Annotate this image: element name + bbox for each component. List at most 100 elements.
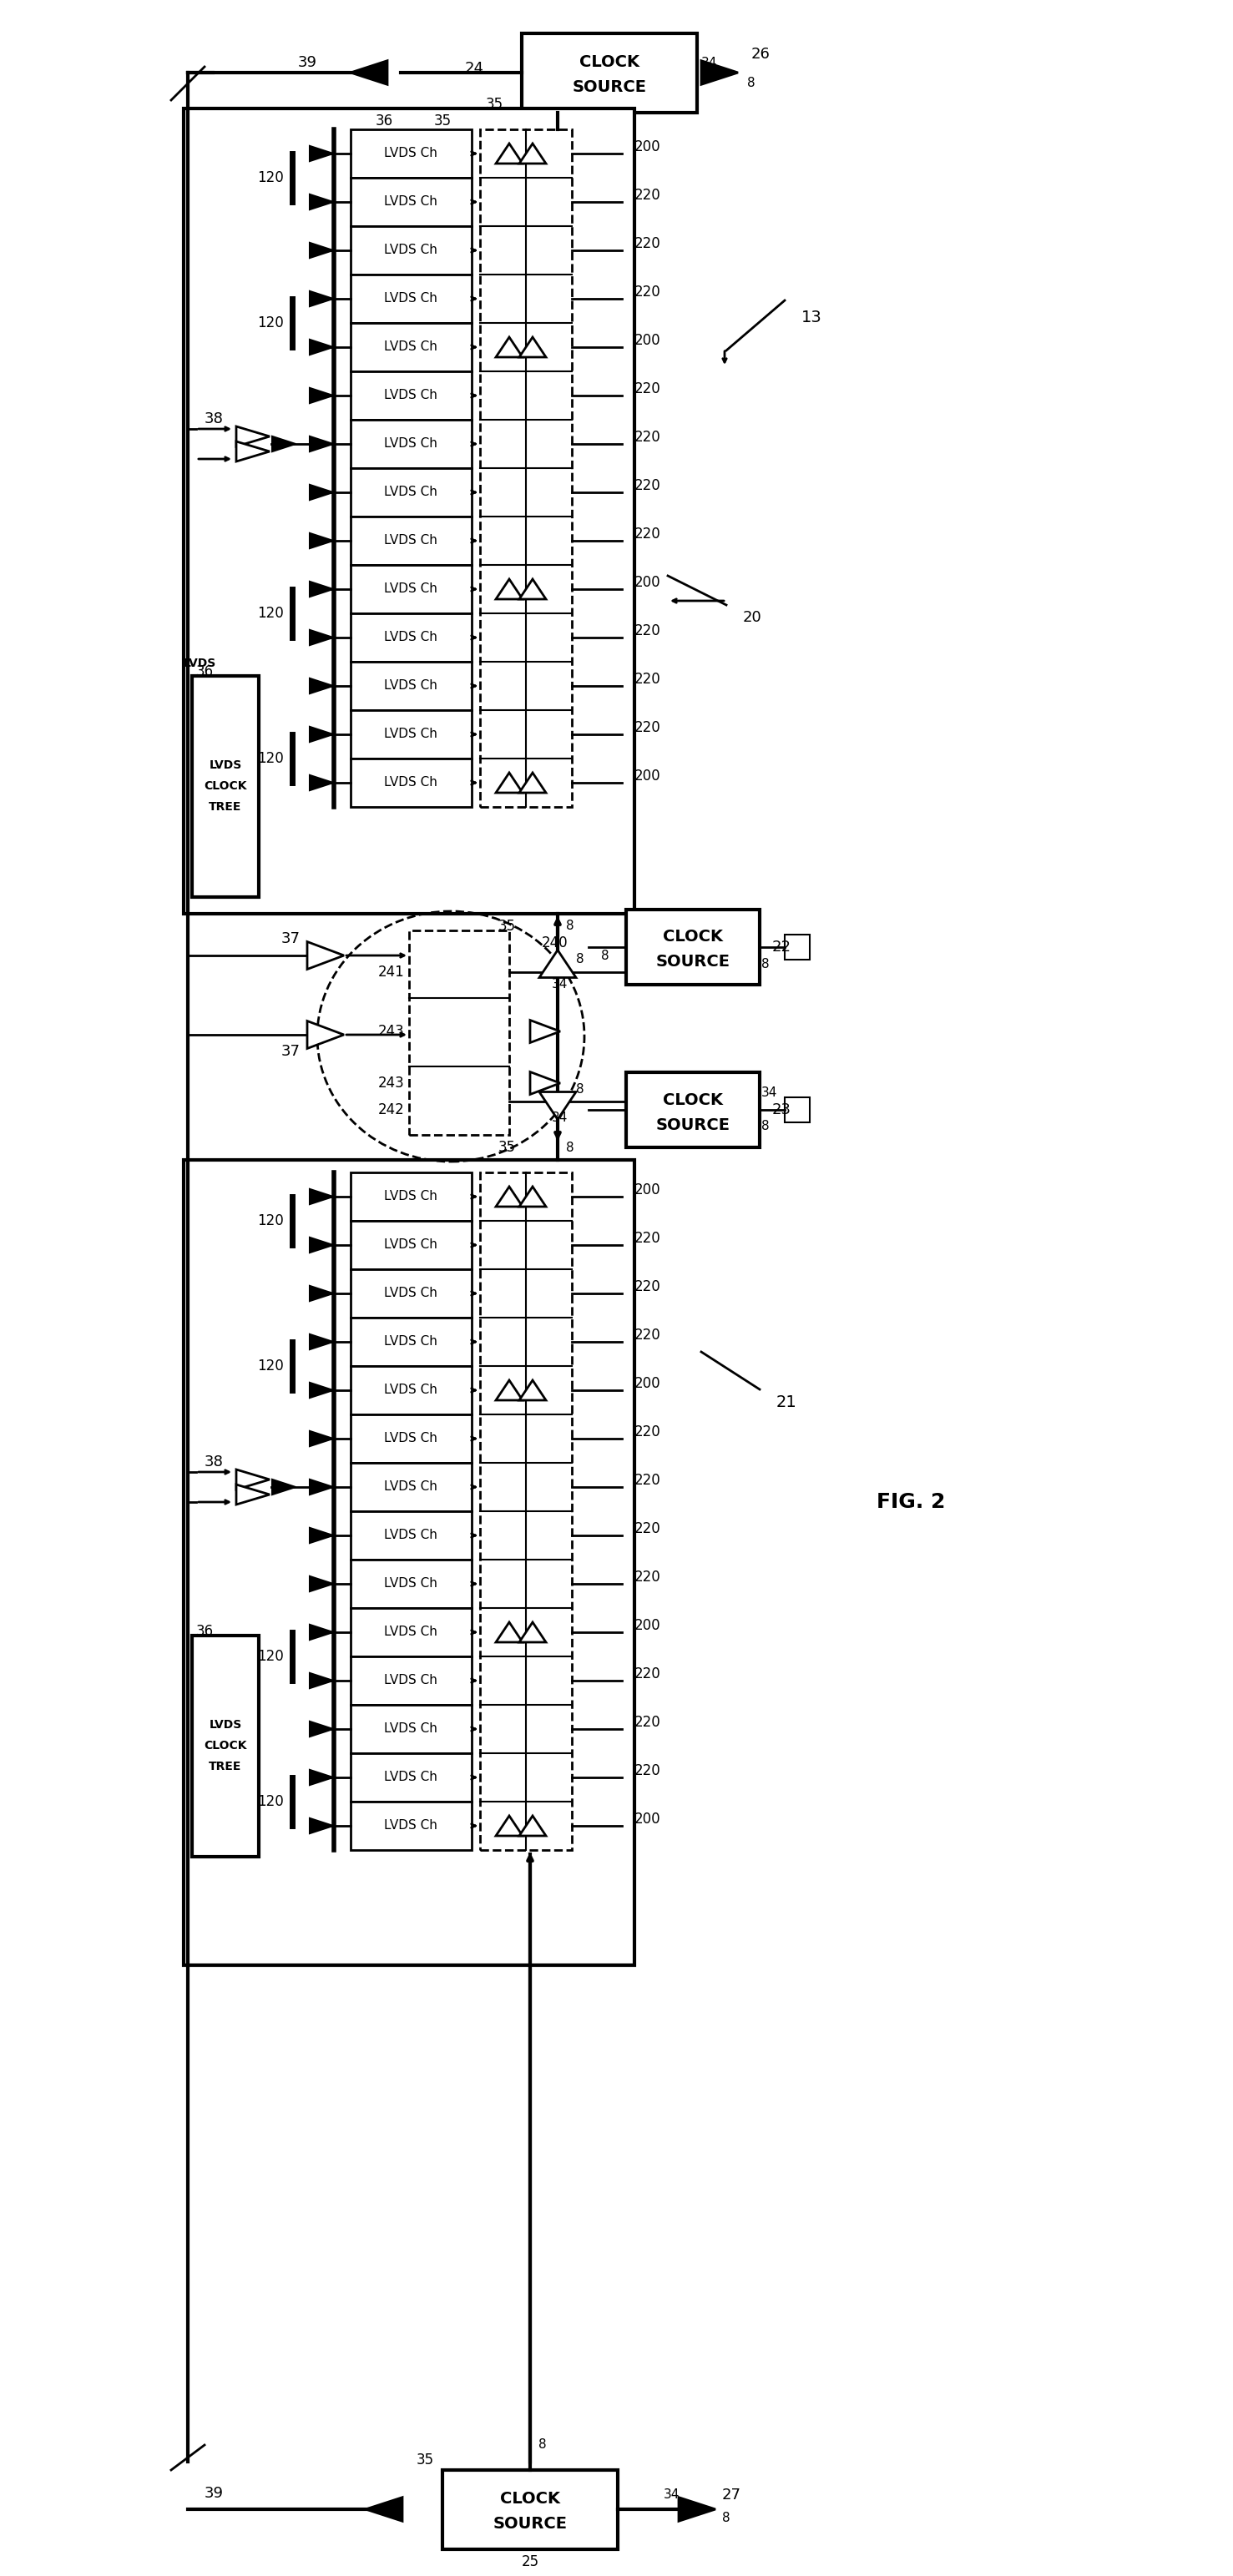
Polygon shape <box>309 1770 333 1785</box>
Polygon shape <box>539 951 576 976</box>
Polygon shape <box>309 631 333 644</box>
Text: 25: 25 <box>522 2555 539 2568</box>
Polygon shape <box>530 1072 560 1095</box>
Text: 220: 220 <box>635 526 661 541</box>
Text: 120: 120 <box>258 1649 284 1664</box>
Text: 220: 220 <box>635 672 661 688</box>
Bar <box>350 1512 472 1558</box>
Text: 220: 220 <box>635 1522 661 1535</box>
Bar <box>626 1072 760 1146</box>
Text: 37: 37 <box>281 933 301 945</box>
Text: LVDS Ch: LVDS Ch <box>383 1772 438 1783</box>
Polygon shape <box>237 428 270 446</box>
Polygon shape <box>309 340 333 355</box>
Text: SOURCE: SOURCE <box>656 1118 730 1133</box>
Text: 20: 20 <box>743 611 762 626</box>
Polygon shape <box>496 337 523 358</box>
Text: 35: 35 <box>498 920 515 933</box>
Text: 8: 8 <box>566 1141 575 1154</box>
Text: 220: 220 <box>635 1425 661 1440</box>
Text: LVDS: LVDS <box>210 760 242 770</box>
Text: 35: 35 <box>434 113 451 129</box>
Text: LVDS Ch: LVDS Ch <box>383 196 438 209</box>
Text: 35: 35 <box>486 98 503 111</box>
Text: 220: 220 <box>635 1569 661 1584</box>
Polygon shape <box>309 726 333 742</box>
Bar <box>350 711 472 757</box>
Text: 22: 22 <box>772 940 792 956</box>
Text: 220: 220 <box>635 1716 661 1731</box>
Polygon shape <box>309 242 333 258</box>
Bar <box>480 129 572 806</box>
Text: 8: 8 <box>602 948 609 961</box>
Text: 36: 36 <box>196 665 213 680</box>
Bar <box>350 1316 472 1365</box>
Bar <box>350 1754 472 1801</box>
Text: TREE: TREE <box>208 801 242 814</box>
Text: 38: 38 <box>205 1455 223 1468</box>
Text: 26: 26 <box>751 46 771 62</box>
Text: FIG. 2: FIG. 2 <box>877 1492 946 1512</box>
Bar <box>350 1705 472 1754</box>
Text: 38: 38 <box>205 412 223 428</box>
Polygon shape <box>519 1623 546 1643</box>
Text: 8: 8 <box>566 920 575 933</box>
Polygon shape <box>272 435 296 451</box>
Text: LVDS Ch: LVDS Ch <box>383 389 438 402</box>
Polygon shape <box>366 2496 402 2522</box>
Text: LVDS Ch: LVDS Ch <box>383 438 438 451</box>
Polygon shape <box>237 1468 270 1489</box>
Text: LVDS Ch: LVDS Ch <box>383 1288 438 1301</box>
Bar <box>350 1607 472 1656</box>
Bar <box>409 930 509 1136</box>
Polygon shape <box>496 773 523 793</box>
Polygon shape <box>496 580 523 600</box>
Text: 120: 120 <box>258 1213 284 1229</box>
Text: 220: 220 <box>635 479 661 492</box>
Bar <box>350 420 472 469</box>
Text: LVDS Ch: LVDS Ch <box>383 1383 438 1396</box>
Text: CLOCK: CLOCK <box>203 781 247 791</box>
Text: CLOCK: CLOCK <box>501 2491 560 2506</box>
Bar <box>350 1221 472 1270</box>
Polygon shape <box>309 389 333 402</box>
Text: LVDS Ch: LVDS Ch <box>383 1819 438 1832</box>
Polygon shape <box>519 337 546 358</box>
Bar <box>350 178 472 227</box>
Polygon shape <box>309 147 333 162</box>
Text: 200: 200 <box>635 768 661 783</box>
Text: LVDS Ch: LVDS Ch <box>383 729 438 739</box>
Text: 120: 120 <box>258 605 284 621</box>
Bar <box>480 1172 572 1850</box>
Polygon shape <box>309 1577 333 1592</box>
Polygon shape <box>309 1383 333 1399</box>
Text: 8: 8 <box>576 953 584 966</box>
Text: LVDS Ch: LVDS Ch <box>383 1334 438 1347</box>
Text: LVDS Ch: LVDS Ch <box>383 1723 438 1736</box>
Bar <box>350 1365 472 1414</box>
Polygon shape <box>237 1484 270 1504</box>
Polygon shape <box>519 1188 546 1206</box>
Polygon shape <box>519 773 546 793</box>
Bar <box>350 371 472 420</box>
Text: 243: 243 <box>379 1023 404 1038</box>
Text: 241: 241 <box>379 963 404 979</box>
Text: LVDS: LVDS <box>184 657 217 670</box>
Polygon shape <box>496 1816 523 1837</box>
Bar <box>184 1159 635 1965</box>
Polygon shape <box>678 2496 715 2522</box>
Text: 220: 220 <box>635 721 661 734</box>
Polygon shape <box>309 1432 333 1445</box>
Text: 36: 36 <box>196 1623 213 1638</box>
Text: 200: 200 <box>635 332 661 348</box>
Text: LVDS Ch: LVDS Ch <box>383 680 438 693</box>
Text: 34: 34 <box>663 2488 679 2501</box>
Text: LVDS Ch: LVDS Ch <box>383 1577 438 1589</box>
Text: 8: 8 <box>747 77 755 90</box>
Text: 34: 34 <box>702 57 718 70</box>
Polygon shape <box>496 1623 523 1643</box>
Text: 13: 13 <box>801 309 822 325</box>
Text: 220: 220 <box>635 623 661 639</box>
Polygon shape <box>309 1236 333 1252</box>
Text: 8: 8 <box>761 1121 769 1133</box>
